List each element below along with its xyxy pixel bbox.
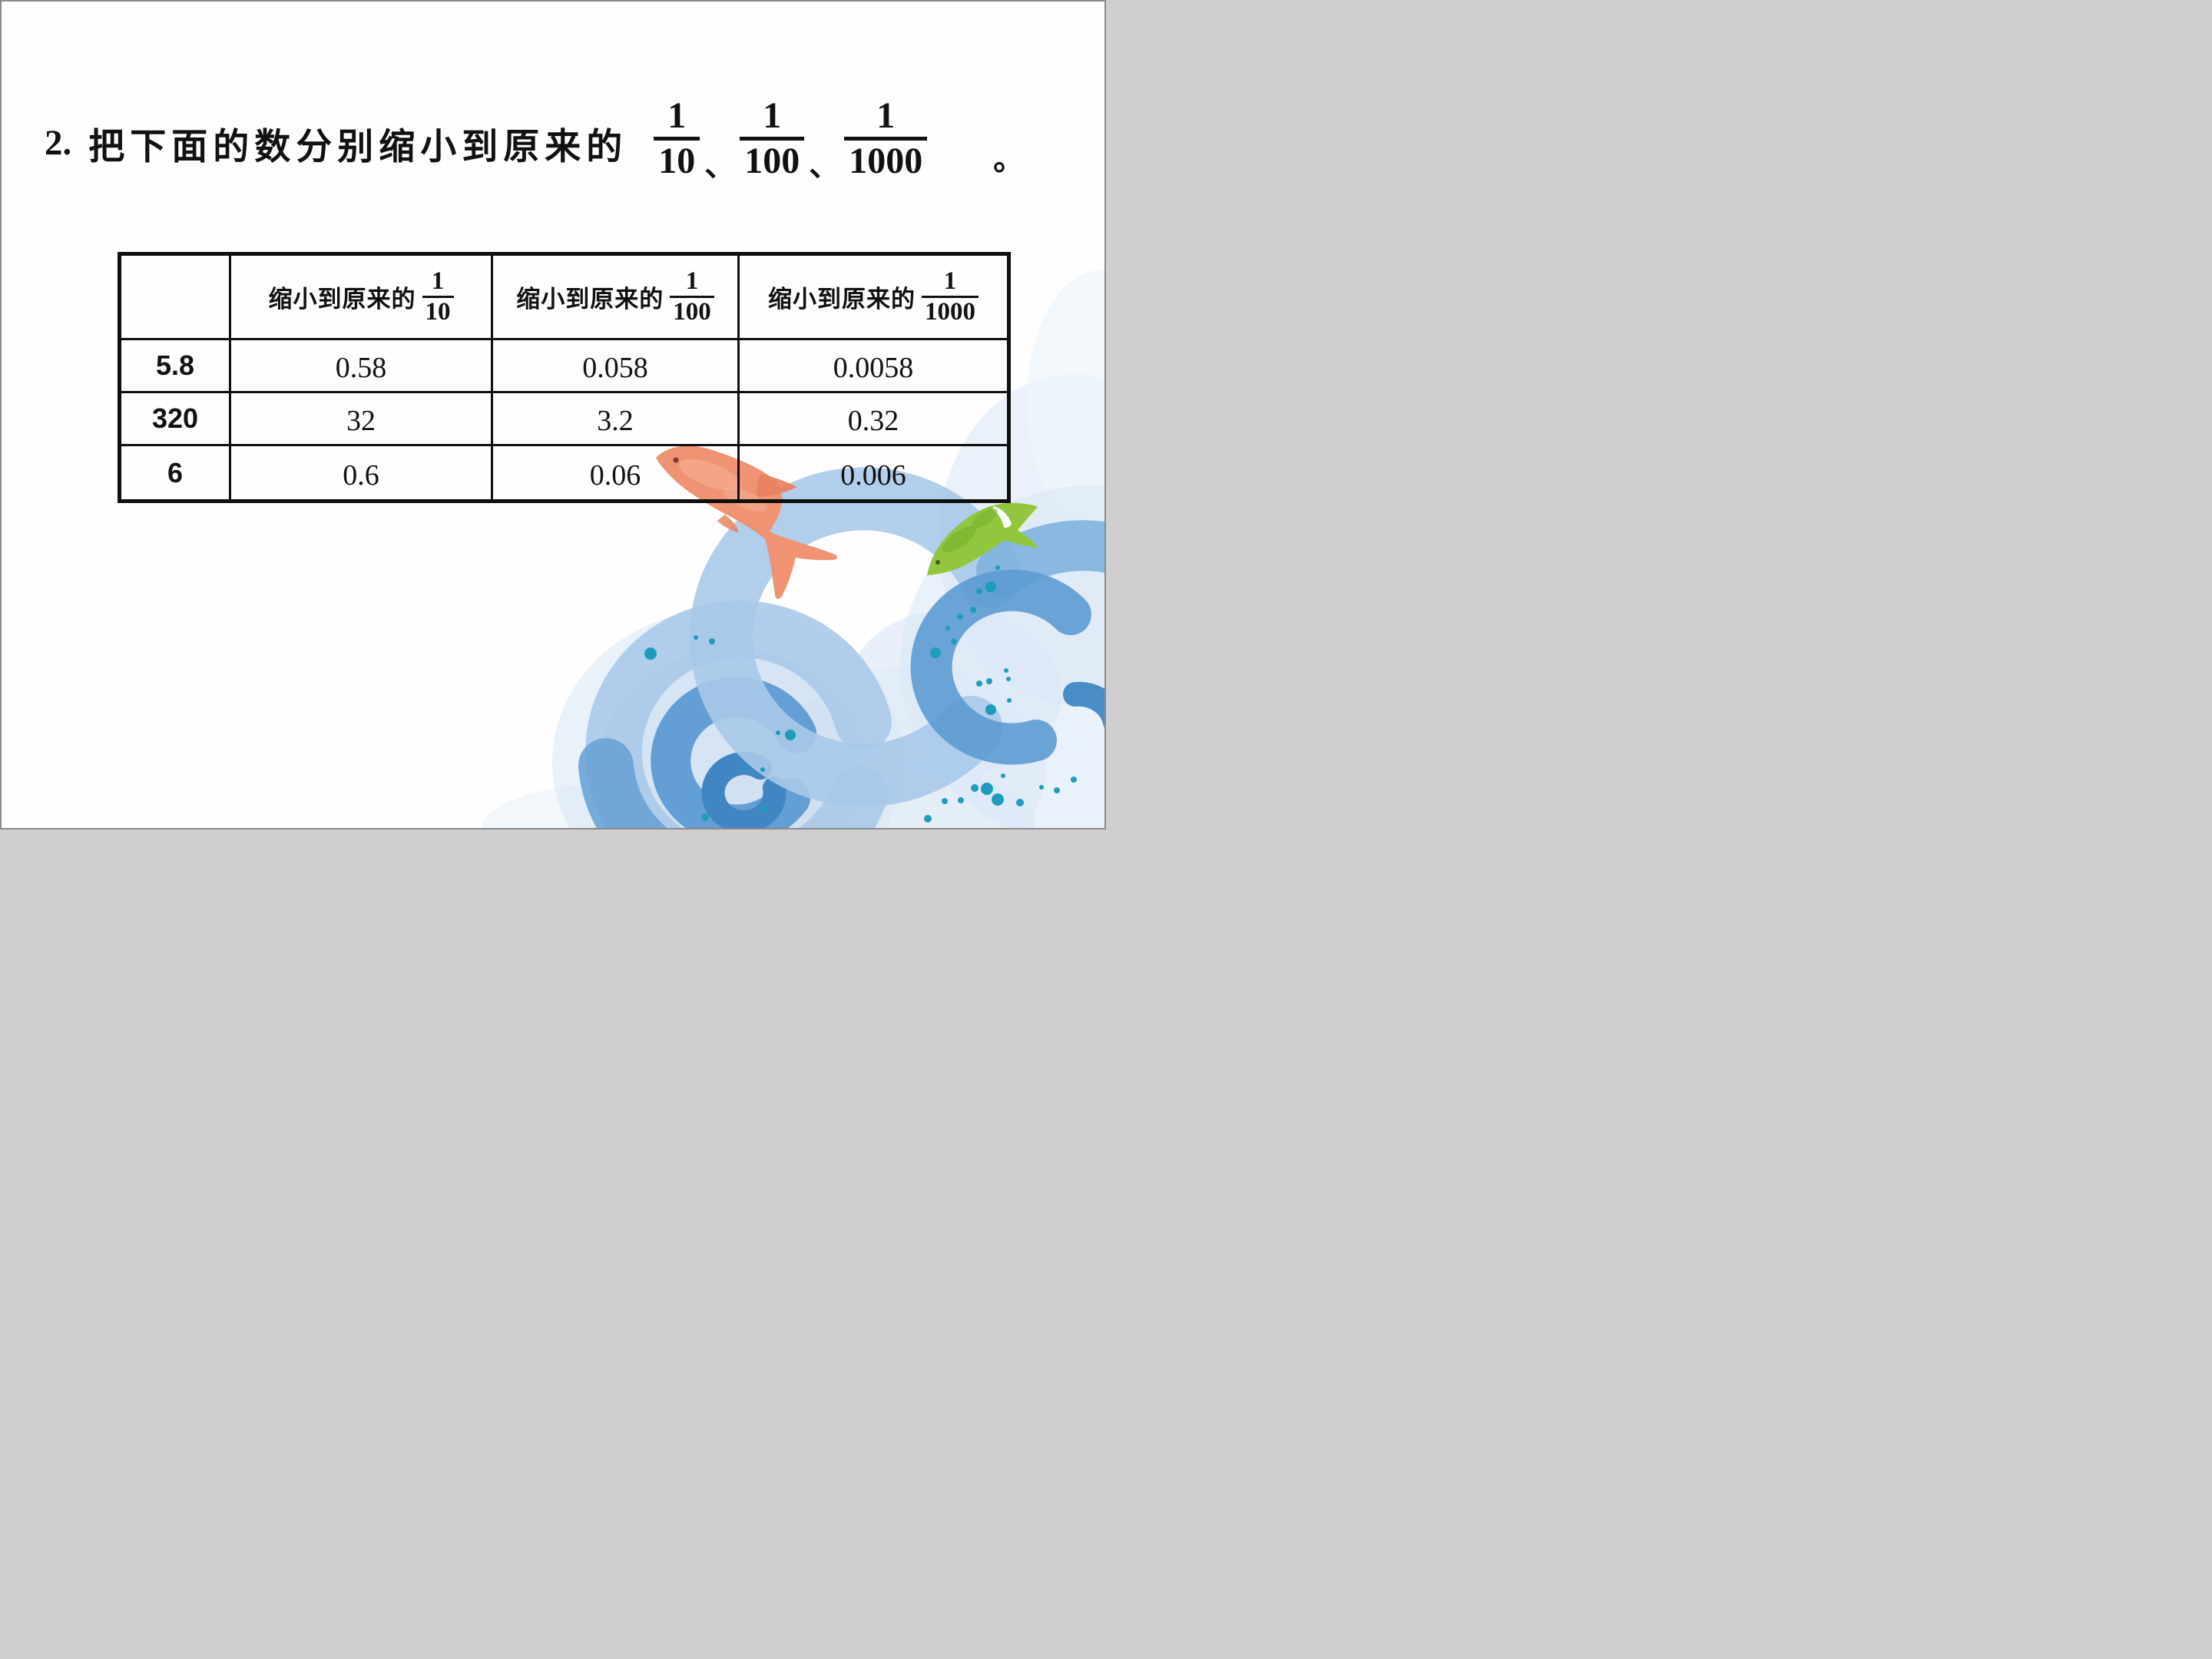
- value-cell: 0.006: [840, 459, 906, 492]
- problem-text: 把下面的数分别缩小到原来的: [88, 127, 628, 167]
- value-cell: 0.32: [740, 393, 1007, 446]
- header-shrink-one-thousandth: 缩小到原来的 1 1000: [740, 256, 1007, 340]
- list-separator: 、: [809, 148, 840, 183]
- header-shrink-one-hundredth: 缩小到原来的 1 100: [493, 256, 740, 340]
- problem-title: 2. 把下面的数分别缩小到原来的 1 10 、 1 100 、 1 1000 。: [45, 97, 1024, 183]
- fraction-one-hundredth: 1 100: [740, 97, 805, 180]
- value-cell: 0.0058: [740, 340, 1007, 393]
- header-fraction-one-thousandth: 1 1000: [922, 269, 979, 325]
- sentence-period: 。: [993, 142, 1025, 177]
- wave-swirl-right: [689, 467, 1104, 828]
- teal-bubble-dots: [644, 565, 1077, 823]
- problem-number: 2.: [45, 123, 72, 163]
- table-corner-cell: [121, 256, 231, 340]
- fraction-one-tenth: 1 10: [654, 97, 700, 180]
- answers-table: 缩小到原来的 1 10 缩小到原来的 1 100 缩小到原来的 1 1000 5…: [118, 252, 1011, 503]
- fraction-one-thousandth: 1 1000: [844, 97, 928, 180]
- value-cell: 32: [231, 393, 493, 446]
- row-label-cell: 320: [121, 393, 231, 446]
- header-fraction-one-hundredth: 1 100: [670, 269, 714, 325]
- value-cell: 3.2: [493, 393, 740, 446]
- slide-canvas: 2. 把下面的数分别缩小到原来的 1 10 、 1 100 、 1 1000 。…: [0, 0, 1106, 830]
- header-shrink-one-tenth: 缩小到原来的 1 10: [231, 256, 493, 340]
- green-fish-illustration: [927, 502, 1038, 575]
- green-fish-eye: [935, 560, 940, 565]
- title-fractions: 1 10 、 1 100 、 1 1000 。: [654, 97, 1025, 184]
- orange-fish-eye: [673, 457, 679, 463]
- value-cell: 0.58: [231, 340, 493, 393]
- value-cell: 0.06: [493, 446, 740, 499]
- header-fraction-one-tenth: 1 10: [422, 269, 454, 325]
- value-cell: 0.6: [231, 446, 493, 499]
- value-cell: 0.058: [493, 340, 740, 393]
- list-separator: 、: [704, 148, 736, 183]
- watercolor-background: [482, 270, 1104, 828]
- row-label-cell: 5.8: [121, 340, 231, 393]
- row-label-cell: 6: [121, 446, 231, 499]
